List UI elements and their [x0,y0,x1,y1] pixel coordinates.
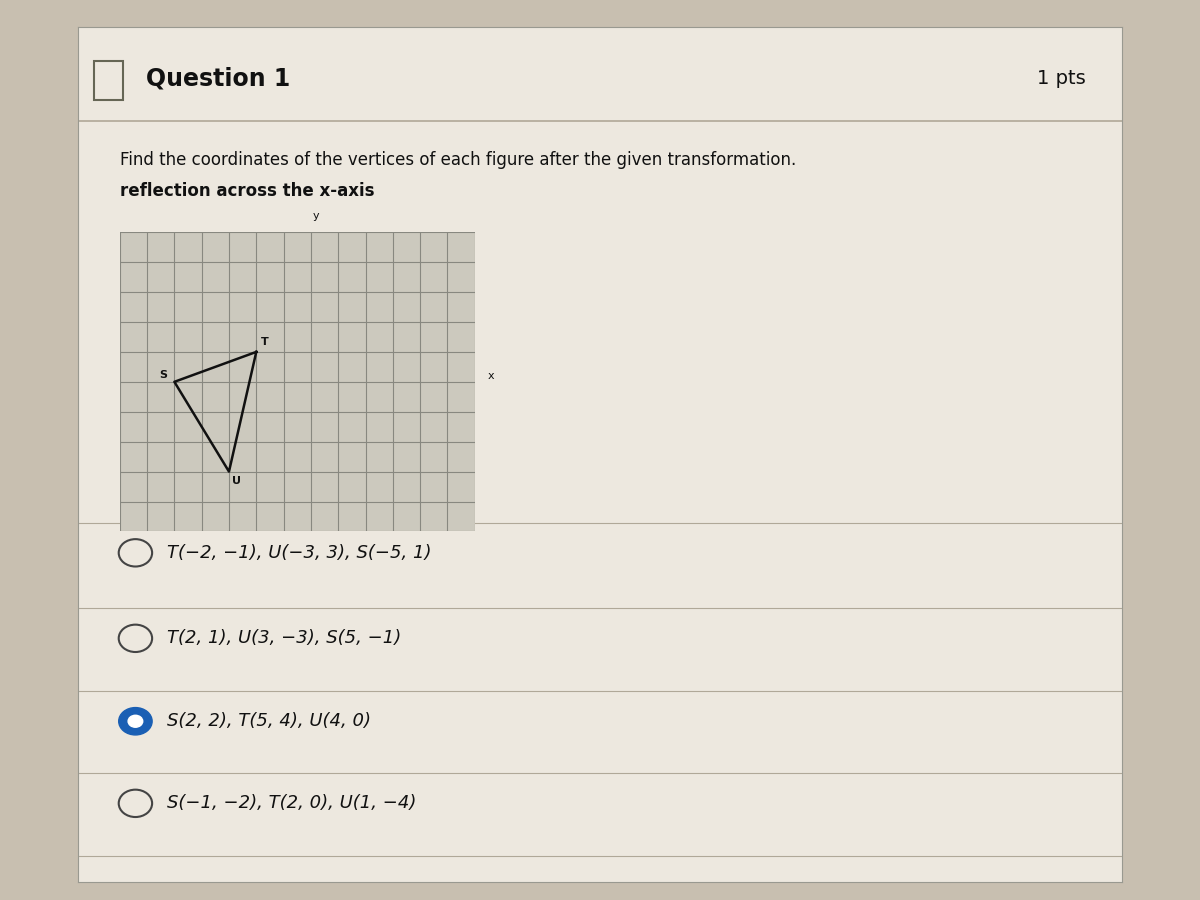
Circle shape [128,716,143,727]
Text: reflection across the x-axis: reflection across the x-axis [120,182,374,200]
Text: U: U [232,475,241,486]
Text: T(2, 1), U(3, −3), S(5, −1): T(2, 1), U(3, −3), S(5, −1) [167,629,401,647]
Text: S(−1, −2), T(2, 0), U(1, −4): S(−1, −2), T(2, 0), U(1, −4) [167,795,416,813]
Text: T(−2, −1), U(−3, 3), S(−5, 1): T(−2, −1), U(−3, 3), S(−5, 1) [167,544,431,562]
Circle shape [119,707,152,735]
Text: S(2, 2), T(5, 4), U(4, 0): S(2, 2), T(5, 4), U(4, 0) [167,712,371,730]
Text: Question 1: Question 1 [146,67,290,90]
Text: T: T [262,338,269,347]
Text: S: S [160,370,167,380]
Text: 1 pts: 1 pts [1037,68,1086,88]
Text: Find the coordinates of the vertices of each figure after the given transformati: Find the coordinates of the vertices of … [120,150,796,168]
Text: y: y [312,211,319,220]
Text: x: x [487,372,494,382]
